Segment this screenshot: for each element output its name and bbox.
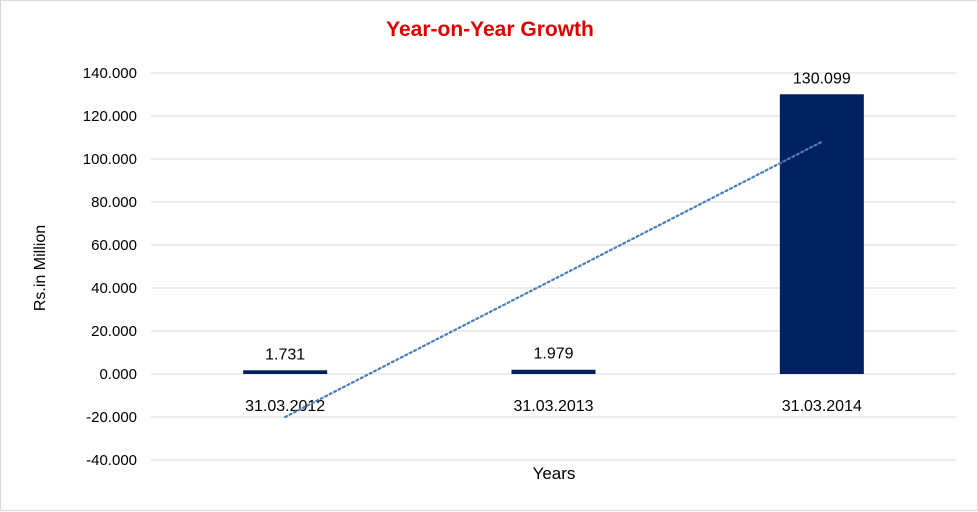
x-tick-label: 31.03.2012 bbox=[245, 398, 325, 415]
chart-title: Year-on-Year Growth bbox=[386, 18, 594, 41]
y-tick-label: 80.000 bbox=[91, 194, 137, 211]
x-tick-label: 31.03.2014 bbox=[782, 398, 862, 415]
y-tick-label: 40.000 bbox=[91, 280, 137, 297]
data-label: 1.979 bbox=[533, 346, 573, 363]
y-tick-label: 0.000 bbox=[99, 366, 137, 383]
y-tick-label: 100.000 bbox=[83, 151, 137, 168]
bar bbox=[511, 369, 596, 374]
trendline bbox=[284, 140, 823, 419]
data-label: 1.731 bbox=[265, 346, 305, 363]
bar bbox=[243, 370, 328, 374]
x-tick-label: 31.03.2013 bbox=[513, 398, 593, 415]
y-tick-label: 60.000 bbox=[91, 237, 137, 254]
y-tick-label: 120.000 bbox=[83, 108, 137, 125]
bar bbox=[779, 94, 864, 375]
x-axis-title: Years bbox=[532, 464, 576, 483]
y-tick-label: -40.000 bbox=[86, 452, 137, 469]
y-tick-label: 140.000 bbox=[83, 65, 137, 82]
data-label: 130.099 bbox=[793, 70, 851, 87]
y-tick-label: -20.000 bbox=[86, 409, 137, 426]
y-tick-label: 20.000 bbox=[91, 323, 137, 340]
